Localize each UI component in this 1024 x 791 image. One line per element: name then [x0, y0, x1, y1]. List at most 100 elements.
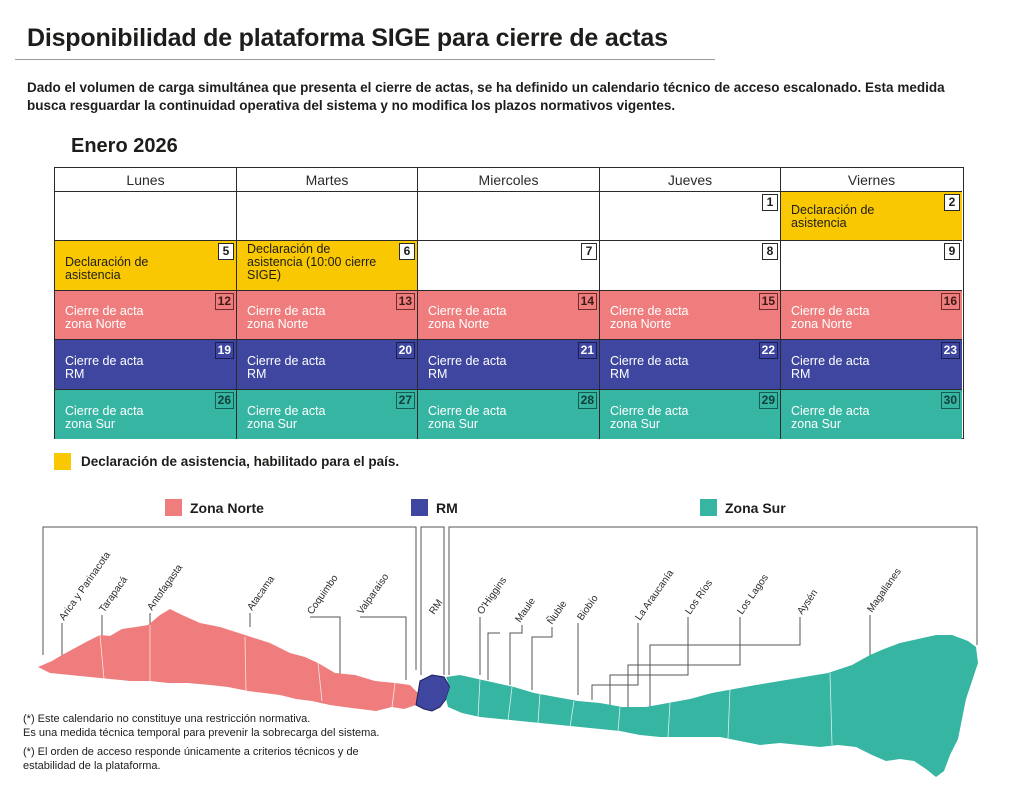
region-label: O'Higgins	[475, 575, 509, 617]
calendar-cell: 2 Declaración de asistencia	[781, 192, 962, 242]
day-number: 7	[581, 243, 597, 261]
day-number: 12	[214, 292, 234, 310]
calendar-cell: 13 Cierre de acta zona Norte	[237, 290, 418, 341]
day-number: 27	[395, 391, 415, 409]
region-label: Aysén	[795, 588, 820, 617]
zona-sur-label: Zona Sur	[725, 499, 786, 516]
cell-label: Cierre de acta zona Sur	[247, 403, 326, 431]
day-header-0: Lunes	[55, 168, 237, 192]
cell-label: Cierre de acta zona Norte	[247, 304, 326, 332]
cell-label: Cierre de acta zona Sur	[65, 403, 144, 431]
rm-label: RM	[436, 499, 458, 516]
title-divider	[15, 59, 715, 60]
cell-label: Cierre de acta zona Norte	[65, 304, 144, 332]
calendar-cell: 26 Cierre de acta zona Sur	[55, 389, 237, 439]
asistencia-swatch	[54, 453, 71, 470]
footnotes: (*) Este calendario no constituye una re…	[23, 713, 423, 779]
cell-label: Cierre de acta zona Sur	[791, 403, 870, 431]
cell-label: Cierre de acta zona Sur	[428, 403, 507, 431]
intro-paragraph: Dado el volumen de carga simultánea que …	[27, 80, 945, 113]
calendar-cell: 30 Cierre de acta zona Sur	[781, 389, 962, 439]
calendar-cell: 5 Declaración de asistencia	[55, 241, 237, 291]
day-number: 30	[940, 391, 960, 409]
region-label: Atacama	[245, 574, 277, 613]
region-label: Los Ríos	[683, 578, 715, 617]
cell-label: Declaración de asistencia	[791, 203, 875, 230]
calendar-cell: 21 Cierre de acta RM	[418, 340, 600, 390]
rm-bracket	[420, 526, 445, 537]
zona-norte-label: Zona Norte	[190, 499, 264, 516]
region-label: Biobío	[575, 593, 601, 623]
footnote-2: (*) El orden de acceso responde únicamen…	[23, 746, 359, 772]
region-label: Valparaíso	[355, 571, 391, 616]
calendar-cell: 22 Cierre de acta RM	[600, 340, 781, 390]
day-number: 21	[577, 342, 597, 360]
zona-sur-shape	[446, 635, 978, 777]
calendar-cell: 15 Cierre de acta zona Norte	[600, 290, 781, 341]
calendar-cell	[55, 192, 237, 242]
cell-label: Cierre de acta zona Norte	[791, 304, 870, 332]
cell-label: Cierre de acta RM	[610, 353, 689, 381]
calendar-cell: 1	[600, 192, 781, 242]
calendar-cell: 9	[781, 241, 962, 291]
day-number: 15	[758, 292, 778, 310]
rm-swatch	[411, 499, 428, 516]
day-number: 13	[395, 292, 415, 310]
zone-legend-sur: Zona Sur	[700, 499, 786, 516]
day-header-2: Miercoles	[418, 168, 600, 192]
asistencia-legend: Declaración de asistencia, habilitado pa…	[54, 453, 399, 470]
calendar-cell: 29 Cierre de acta zona Sur	[600, 389, 781, 439]
calendar-cell	[418, 192, 600, 242]
page-title: Disponibilidad de plataforma SIGE para c…	[27, 24, 668, 52]
day-number: 19	[214, 342, 234, 360]
day-number: 16	[940, 292, 960, 310]
cell-label: Declaración de asistencia	[65, 254, 149, 282]
calendar-cell: 16 Cierre de acta zona Norte	[781, 290, 962, 341]
cell-label: Declaración de asistencia (10:00 cierre …	[247, 241, 377, 282]
footnote-1: (*) Este calendario no constituye una re…	[23, 713, 380, 739]
region-label: Ñuble	[544, 598, 570, 627]
day-number: 8	[762, 243, 778, 261]
region-label: RM	[427, 598, 445, 617]
day-number: 6	[399, 243, 415, 261]
region-label: Antofagasta	[145, 562, 185, 612]
zona-sur-swatch	[700, 499, 717, 516]
calendar-cell: 28 Cierre de acta zona Sur	[418, 389, 600, 439]
zone-legend-rm: RM	[411, 499, 458, 516]
day-number: 5	[218, 243, 234, 261]
zona-norte-shape	[38, 609, 418, 711]
day-number: 20	[395, 342, 415, 360]
calendar-cell: 7	[418, 241, 600, 291]
day-number: 28	[577, 391, 597, 409]
region-label: Coquimbo	[305, 573, 340, 617]
day-number: 1	[762, 194, 778, 211]
day-number: 29	[758, 391, 778, 409]
month-heading: Enero 2026	[71, 135, 178, 157]
zone-legend-norte: Zona Norte	[165, 499, 264, 516]
calendar-cell: 23 Cierre de acta RM	[781, 340, 962, 390]
day-header-3: Jueves	[600, 168, 781, 192]
cell-label: Cierre de acta zona Norte	[610, 304, 689, 332]
day-number: 23	[940, 342, 960, 360]
day-number: 9	[944, 243, 960, 261]
asistencia-legend-label: Declaración de asistencia, habilitado pa…	[81, 454, 400, 469]
day-header-1: Martes	[237, 168, 418, 192]
zona-norte-swatch	[165, 499, 182, 516]
cell-label: Cierre de acta zona Norte	[428, 304, 507, 332]
cell-label: Cierre de acta RM	[428, 353, 507, 381]
day-number: 26	[214, 391, 234, 409]
calendar-cell: 20 Cierre de acta RM	[237, 340, 418, 390]
zona-norte-bracket	[42, 526, 417, 537]
calendar-grid: Lunes Martes Miercoles Jueves Viernes 1 2 Decla…	[54, 167, 964, 439]
day-number: 22	[758, 342, 778, 360]
calendar-cell	[237, 192, 418, 242]
region-label: Maule	[513, 596, 538, 625]
calendar-cell: 19 Cierre de acta RM	[55, 340, 237, 390]
day-number: 2	[944, 194, 960, 211]
region-label: Magallanes	[865, 567, 903, 615]
calendar-cell: 8	[600, 241, 781, 291]
rm-shape	[415, 674, 451, 712]
calendar-cell: 12 Cierre de acta zona Norte	[55, 290, 237, 341]
day-number: 14	[577, 292, 597, 310]
region-label: Los Lagos	[735, 573, 770, 617]
